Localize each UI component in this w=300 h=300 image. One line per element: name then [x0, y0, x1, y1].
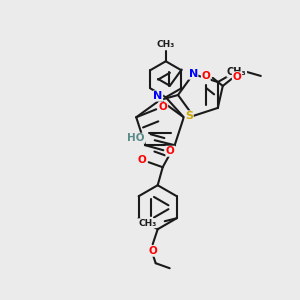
Text: HO: HO — [127, 133, 145, 143]
Text: O: O — [137, 155, 146, 165]
Text: O: O — [148, 246, 157, 256]
Text: O: O — [232, 72, 241, 82]
Text: N: N — [153, 91, 163, 101]
Text: O: O — [166, 146, 175, 156]
Text: O: O — [159, 102, 168, 112]
Text: N: N — [189, 69, 198, 79]
Text: CH₃: CH₃ — [227, 67, 247, 77]
Text: CH₃: CH₃ — [139, 219, 157, 228]
Text: S: S — [185, 111, 193, 121]
Text: CH₃: CH₃ — [157, 40, 175, 49]
Text: O: O — [201, 71, 210, 81]
